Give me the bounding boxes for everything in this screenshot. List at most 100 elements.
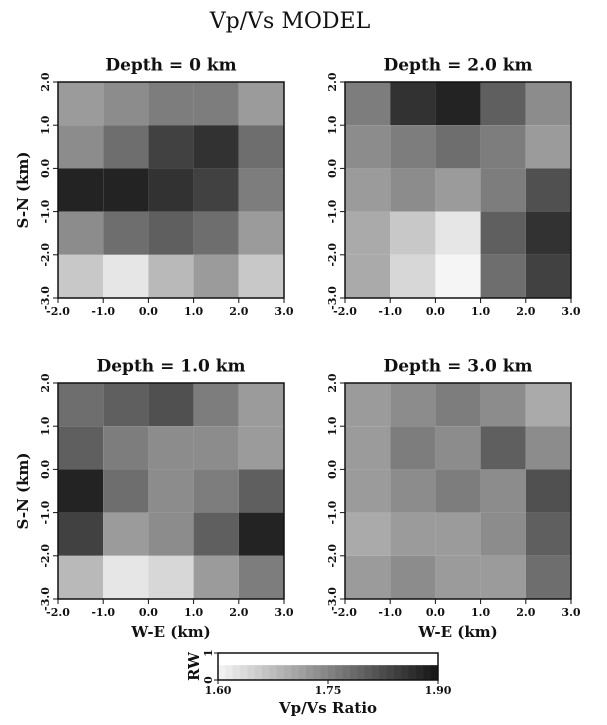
y-tick-label: -2.0 — [326, 243, 339, 267]
y-tick-label: 2.0 — [326, 373, 339, 392]
colorbar-swatch — [313, 665, 322, 680]
x-tick-label: 1.75 — [315, 684, 342, 697]
cell — [390, 82, 436, 126]
x-tick-label: 1.0 — [184, 606, 203, 619]
cell — [193, 426, 239, 470]
y-tick-label: -2.0 — [39, 243, 52, 267]
cell — [103, 512, 149, 556]
colorbar-swatch — [423, 665, 432, 680]
cell — [103, 383, 149, 427]
colorbar-swatch — [401, 665, 410, 680]
cell — [148, 555, 194, 599]
cell — [390, 254, 436, 298]
x-tick-label: 0.0 — [139, 606, 158, 619]
colorbar-swatch — [306, 665, 314, 680]
y-tick-label: -1.0 — [326, 199, 339, 223]
x-tick-label: 3.0 — [274, 606, 293, 619]
colorbar-swatch — [416, 665, 424, 680]
cell — [103, 82, 149, 126]
panel-title: Depth = 2.0 km — [384, 56, 533, 76]
cell — [525, 168, 571, 212]
cell — [435, 82, 481, 126]
y-tick-label: -2.0 — [326, 544, 339, 568]
cell — [148, 211, 194, 255]
colorbar-swatch — [350, 665, 358, 680]
x-tick-label: -1.0 — [378, 305, 402, 318]
cell — [525, 512, 571, 556]
cell — [525, 211, 571, 255]
cell — [193, 512, 239, 556]
y-tick-label: -3.0 — [39, 286, 52, 310]
colorbar-swatch — [291, 665, 300, 680]
y-tick-label: -1.0 — [39, 199, 52, 223]
cell — [148, 426, 194, 470]
y-tick-label: -3.0 — [326, 286, 339, 310]
cell — [148, 125, 194, 169]
colorbar-swatch — [240, 665, 248, 680]
colorbar-swatch — [254, 665, 263, 680]
cell — [148, 168, 194, 212]
x-axis-label: W-E (km) — [130, 623, 210, 641]
cell — [103, 254, 149, 298]
cell — [148, 512, 194, 556]
colorbar-swatch — [357, 665, 366, 680]
cell — [193, 555, 239, 599]
cell — [238, 469, 284, 513]
cell — [148, 254, 194, 298]
cell — [525, 555, 571, 599]
cell — [480, 82, 526, 126]
y-tick-label: 1 — [202, 649, 215, 657]
y-axis-label: S-N (km) — [14, 453, 32, 530]
cell — [103, 426, 149, 470]
cell — [58, 512, 104, 556]
cell — [58, 168, 104, 212]
plot-frame — [57, 81, 285, 299]
cell — [435, 512, 481, 556]
cell — [193, 125, 239, 169]
colorbar-swatch — [225, 665, 234, 680]
cell — [480, 211, 526, 255]
cell — [435, 469, 481, 513]
cell — [480, 254, 526, 298]
cell — [238, 512, 284, 556]
colorbar-swatch — [364, 665, 373, 680]
cell — [58, 383, 104, 427]
y-tick-label: 1.0 — [39, 416, 52, 435]
y-tick-label: -2.0 — [39, 544, 52, 568]
cell — [480, 469, 526, 513]
cell — [390, 512, 436, 556]
x-tick-label: 2.0 — [229, 305, 248, 318]
cell — [103, 168, 149, 212]
cell — [193, 254, 239, 298]
cell — [435, 254, 481, 298]
x-tick-label: -2.0 — [333, 305, 357, 318]
colorbar-swatch — [269, 665, 278, 680]
cell — [345, 168, 391, 212]
x-tick-label: 3.0 — [561, 305, 580, 318]
cell — [345, 383, 391, 427]
cell — [435, 426, 481, 470]
cell — [193, 82, 239, 126]
y-tick-label: 1.0 — [326, 115, 339, 134]
plot-frame — [57, 382, 285, 600]
cell — [525, 383, 571, 427]
cell — [345, 555, 391, 599]
x-tick-label: 3.0 — [561, 606, 580, 619]
cell — [390, 168, 436, 212]
cell — [435, 125, 481, 169]
cell — [148, 383, 194, 427]
x-axis-label: W-E (km) — [417, 623, 497, 641]
cell — [345, 426, 391, 470]
cell — [238, 125, 284, 169]
cell — [480, 426, 526, 470]
x-tick-label: 3.0 — [274, 305, 293, 318]
cell — [58, 555, 104, 599]
x-tick-label: 2.0 — [516, 305, 535, 318]
y-tick-label: -3.0 — [326, 587, 339, 611]
cell — [238, 168, 284, 212]
colorbar-swatch — [386, 665, 395, 680]
cell — [103, 125, 149, 169]
cell — [345, 211, 391, 255]
cell — [148, 469, 194, 513]
